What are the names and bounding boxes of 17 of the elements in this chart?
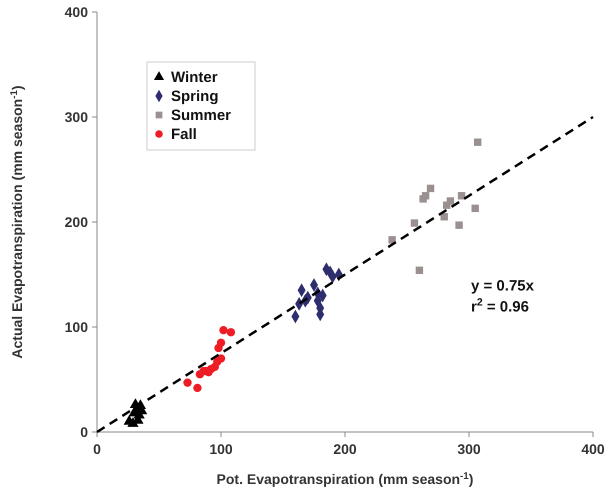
y-tick-label: 300	[64, 109, 88, 125]
annotation: r$^{2}$ = 0.96	[471, 296, 529, 316]
legend-label: Summer	[171, 107, 232, 124]
x-tick-label: 0	[93, 441, 102, 457]
y-tick-label: 400	[64, 4, 88, 20]
x-tick-label: 200	[333, 441, 357, 457]
x-tick-label: 400	[581, 441, 605, 457]
x-axis-title: Pot. Evapotranspiration (mm season$^{-1}$)	[216, 470, 474, 487]
x-tick-label: 300	[457, 441, 481, 457]
legend-label: Spring	[171, 88, 218, 105]
y-tick-label: 0	[80, 424, 88, 440]
y-tick-label: 200	[64, 214, 88, 230]
annotation: y = 0.75x	[471, 277, 535, 294]
y-tick-label: 100	[64, 319, 88, 335]
legend-label: Fall	[171, 126, 197, 143]
legend-label: Winter	[171, 69, 218, 86]
x-tick-label: 100	[209, 441, 233, 457]
